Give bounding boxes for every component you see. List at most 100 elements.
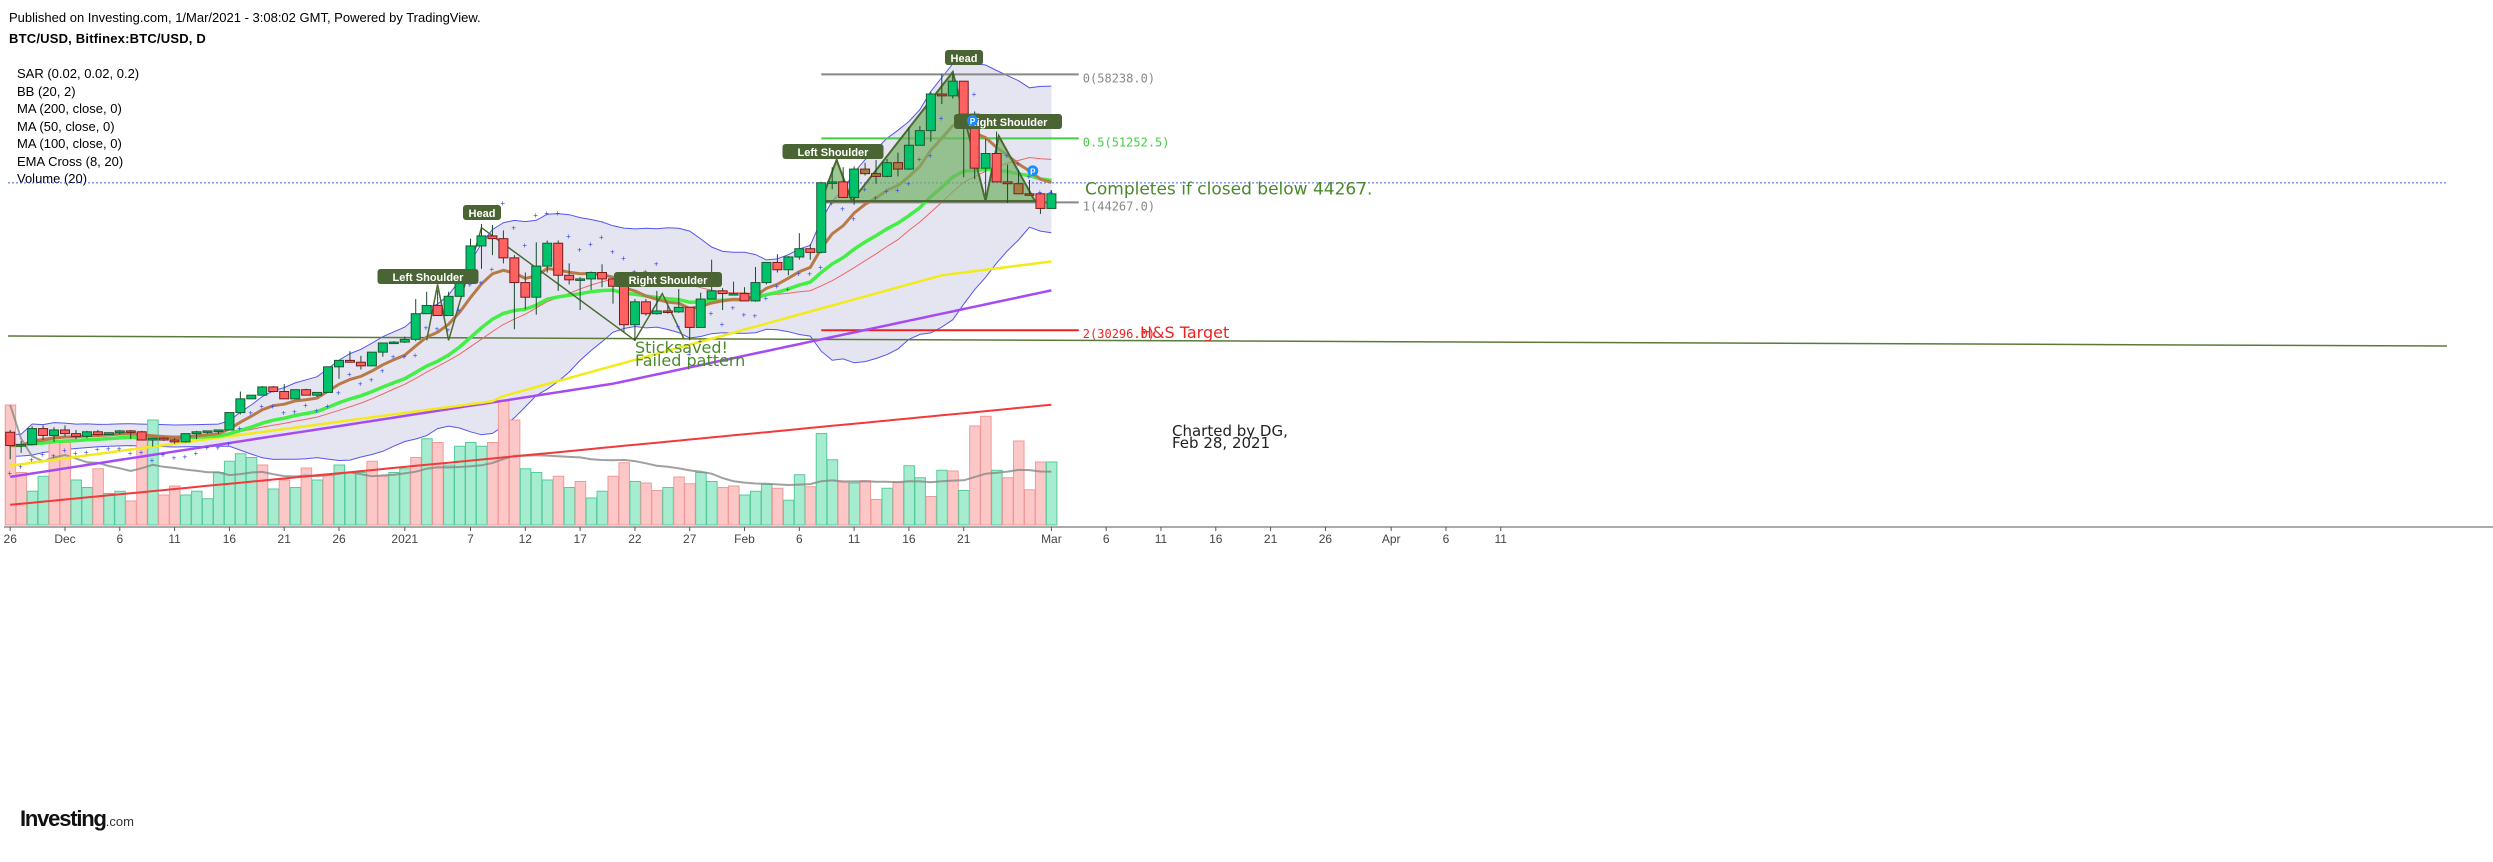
svg-text:+: + [895, 186, 900, 195]
svg-text:+: + [522, 241, 527, 250]
svg-text:+: + [972, 90, 977, 99]
svg-text:+: + [1005, 151, 1010, 160]
svg-text:+: + [566, 232, 571, 241]
svg-text:26: 26 [1319, 532, 1333, 546]
svg-text:+: + [204, 443, 209, 452]
charted-date: Feb 28, 2021 [1172, 434, 1270, 452]
logo-text: Investing [20, 806, 107, 831]
fib-label: 0.5(51252.5) [1083, 135, 1170, 149]
completes-note: Completes if closed below 44267. [1085, 179, 1372, 199]
target-note: H&S Target [1140, 323, 1229, 342]
svg-text:+: + [752, 312, 757, 321]
svg-text:+: + [939, 114, 944, 123]
svg-text:+: + [1037, 188, 1042, 197]
svg-text:+: + [478, 279, 483, 288]
axes: 10000.012000.014000.016000.018000.020000… [4, 526, 2493, 546]
investing-logo: Investing.com [20, 806, 134, 832]
bollinger-band [10, 59, 1052, 462]
svg-text:+: + [303, 401, 308, 410]
legend-ema-cross[interactable]: EMA Cross (8, 20) [17, 153, 124, 169]
svg-text:+: + [577, 246, 582, 255]
svg-text:+: + [446, 325, 451, 334]
failed-note: Failed pattern [635, 351, 745, 370]
svg-text:+: + [292, 408, 297, 417]
svg-text:27: 27 [683, 532, 697, 546]
svg-text:+: + [325, 402, 330, 411]
sticksaved-note: Sticksaved! [635, 338, 728, 357]
svg-text:+: + [917, 155, 922, 164]
fib-label: 1(44267.0) [1083, 199, 1155, 213]
svg-text:+: + [314, 407, 319, 416]
svg-text:11: 11 [1495, 532, 1508, 546]
legend-bb[interactable]: BB (20, 2) [17, 83, 76, 99]
svg-text:26: 26 [332, 532, 346, 546]
svg-text:Left Shoulder: Left Shoulder [393, 272, 465, 284]
legend-volume[interactable]: Volume (20) [17, 171, 88, 186]
svg-text:+: + [7, 469, 12, 478]
svg-text:+: + [928, 151, 933, 160]
svg-text:+: + [544, 209, 549, 218]
svg-text:Mar: Mar [1041, 532, 1062, 546]
legend-ma50[interactable]: MA (50, close, 0) [17, 118, 115, 134]
svg-text:+: + [391, 353, 396, 362]
svg-text:21: 21 [278, 532, 292, 546]
svg-text:+: + [698, 337, 703, 346]
svg-text:+: + [369, 376, 374, 385]
svg-text:+: + [862, 185, 867, 194]
svg-text:11: 11 [848, 532, 861, 546]
svg-text:+: + [906, 180, 911, 189]
svg-text:P: P [970, 117, 976, 126]
svg-text:Left Shoulder: Left Shoulder [798, 147, 870, 159]
svg-text:+: + [194, 449, 199, 458]
svg-text:+: + [873, 193, 878, 202]
svg-text:2021: 2021 [391, 532, 418, 546]
svg-text:6: 6 [1443, 532, 1450, 546]
svg-text:16: 16 [1209, 532, 1223, 546]
svg-text:22: 22 [628, 532, 642, 546]
svg-text:+: + [435, 324, 440, 333]
svg-text:+: + [226, 440, 231, 449]
svg-text:+: + [840, 204, 845, 213]
svg-text:+: + [161, 451, 166, 460]
svg-text:+: + [73, 449, 78, 458]
svg-text:+: + [687, 350, 692, 359]
svg-text:+: + [588, 240, 593, 249]
svg-text:11: 11 [168, 532, 181, 546]
svg-text:Right Shoulder: Right Shoulder [629, 275, 709, 287]
svg-text:+: + [489, 265, 494, 274]
legend-ma100[interactable]: MA (100, close, 0) [17, 136, 122, 151]
published-info: Published on Investing.com, 1/Mar/2021 -… [9, 10, 481, 25]
svg-text:21: 21 [957, 532, 971, 546]
svg-text:+: + [1016, 160, 1021, 169]
legend-ma200[interactable]: MA (200, close, 0) [17, 101, 122, 116]
svg-text:P: P [1030, 167, 1036, 176]
svg-text:+: + [281, 409, 286, 418]
legend-sar[interactable]: SAR (0.02, 0.02, 0.2) [17, 66, 140, 81]
head-shoulders-pattern: Sticksaved!Failed pattern [425, 69, 1037, 370]
svg-text:+: + [259, 402, 264, 411]
svg-text:+: + [215, 443, 220, 452]
svg-text:+: + [51, 452, 56, 461]
indicator-legend: SAR (0.02, 0.02, 0.2) BB (20, 2) MA (200… [17, 65, 139, 188]
svg-text:Head: Head [951, 53, 978, 65]
svg-text:+: + [796, 269, 801, 278]
svg-text:+: + [347, 370, 352, 379]
svg-text:+: + [270, 402, 275, 411]
svg-text:Feb: Feb [734, 532, 755, 546]
svg-text:+: + [18, 463, 23, 472]
svg-text:+: + [468, 280, 473, 289]
svg-text:+: + [336, 388, 341, 397]
svg-text:+: + [829, 199, 834, 208]
svg-text:+: + [676, 323, 681, 332]
svg-text:+: + [183, 453, 188, 462]
svg-text:+: + [29, 455, 34, 464]
svg-text:+: + [533, 211, 538, 220]
svg-text:+: + [117, 444, 122, 453]
svg-text:+: + [424, 323, 429, 332]
svg-text:+: + [84, 448, 89, 457]
svg-text:7: 7 [467, 532, 474, 546]
svg-text:+: + [621, 254, 626, 263]
svg-text:+: + [500, 199, 505, 208]
svg-text:16: 16 [223, 532, 237, 546]
